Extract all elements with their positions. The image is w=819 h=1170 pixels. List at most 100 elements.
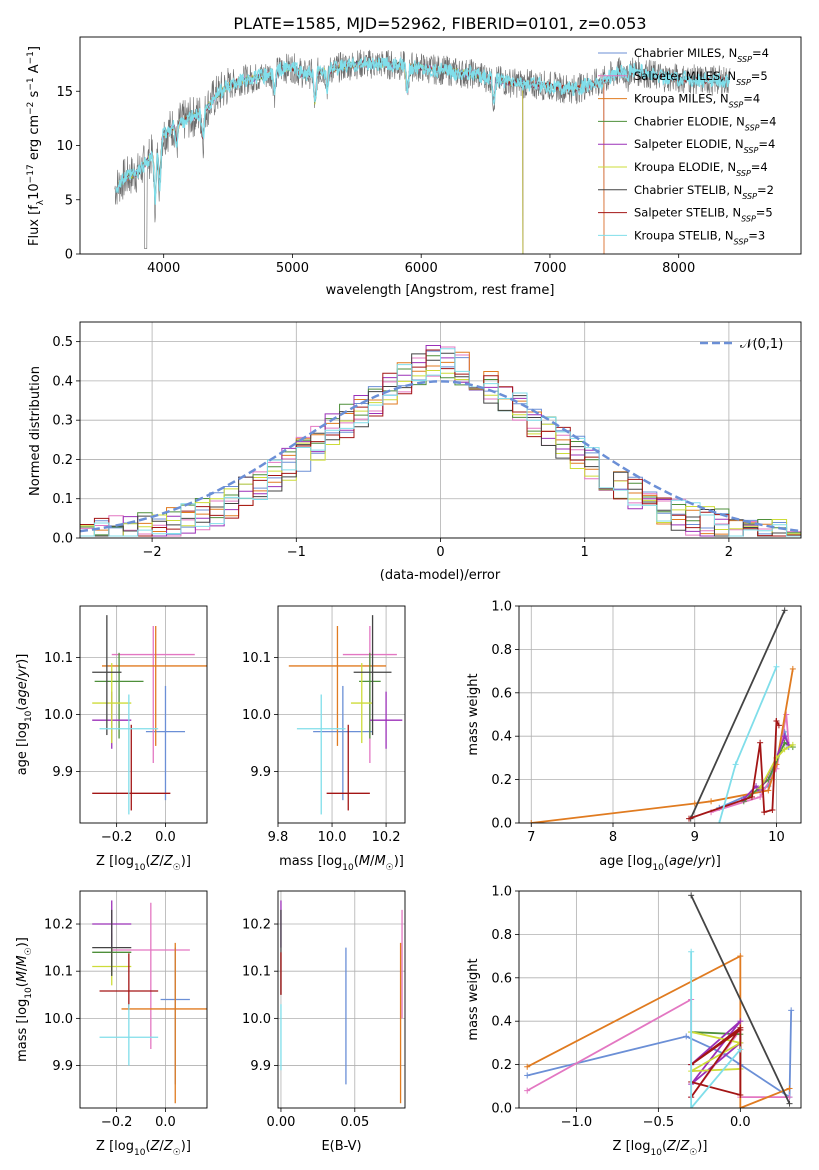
axes-frame [79, 321, 802, 539]
x-tick-label: 8000 [662, 261, 695, 276]
y-tick-label: 10 [56, 139, 73, 154]
model-line-salpeter-elodie [118, 60, 524, 254]
panel-massweight-vs-Z: −1.0 −0.5 0.0 0.0 0.2 0.4 0.6 0.8 1.0 Z [log10(Z/… [466, 885, 802, 1158]
x-tick-label: −1 [287, 545, 306, 560]
x-tick-label: 10.0 [318, 830, 347, 845]
axes-frame [79, 36, 802, 255]
legend-entry: Kroupa STELIB, NSSP=3 [634, 228, 765, 246]
legend-entry: Kroupa MILES, NSSP=4 [634, 92, 760, 110]
legend-entry: Chabrier MILES, NSSP=4 [634, 46, 769, 64]
model-line-kroupa-elodie [118, 60, 524, 254]
y-tick-label: 10.2 [242, 918, 271, 933]
y-axis-label: Normed distribution [28, 366, 43, 496]
model-line-chabrier-miles [118, 60, 605, 254]
y-tick-label: 0.3 [52, 414, 73, 429]
x-tick-label: 0 [436, 545, 444, 560]
x-axis-label: age [log10(age/yr)] [599, 854, 721, 873]
x-tick-label: 1 [581, 545, 589, 560]
axes-frame [277, 890, 406, 1109]
x-tick-label: 7 [527, 830, 535, 845]
series-line [718, 728, 790, 809]
y-tick-label: 5 [65, 193, 73, 208]
x-tick-label: 10 [768, 830, 785, 845]
x-axis-label: wavelength [Angstrom, rest frame] [326, 283, 555, 298]
axes-frame [277, 605, 406, 824]
x-tick-label: −1.0 [561, 1115, 593, 1130]
plot-area [278, 891, 405, 1108]
series-salpeter-stelib [688, 1024, 744, 1101]
errorbar-chabrier-miles [313, 685, 373, 801]
y-axis-label: mass [log10(M/M☉)] [15, 937, 34, 1062]
y-tick-label: 10.0 [242, 1012, 271, 1027]
legend-entry: Salpeter MILES, NSSP=5 [634, 69, 768, 87]
y-tick-label: 0.4 [491, 1015, 512, 1030]
panel-residual-histogram: −2 −1 0 1 2 0.0 0.1 0.2 0.3 0.4 0.5 𝒩(0,1) (data-mod… [28, 321, 802, 583]
y-tick-label: 9.9 [250, 1059, 271, 1074]
x-axis-label: Z [log10(Z/Z☉)] [96, 1139, 191, 1158]
panel-age-vs-Z: −0.2 0.0 9.9 10.0 10.1 Z [log10(Z/Z☉)] age [lo… [15, 605, 208, 873]
x-tick-label: 0.0 [155, 830, 176, 845]
series-salpeter-elodie [688, 1018, 744, 1088]
errorbar-kroupa-miles [101, 625, 207, 746]
y-tick-label: 9.9 [250, 765, 271, 780]
plot-area [114, 49, 731, 254]
y-tick-label: 0.6 [491, 971, 512, 986]
model-line-kroupa-miles [118, 59, 605, 254]
x-tick-label: 9 [691, 830, 699, 845]
x-axis-label: (data-model)/error [380, 568, 501, 583]
errorbar-chabrier-stelib [353, 615, 392, 736]
y-tick-label: 0.8 [491, 928, 512, 943]
y-tick-label: 10.1 [242, 651, 271, 666]
errorbar-salpeter-miles [111, 625, 195, 764]
legend-entry: Salpeter STELIB, NSSP=5 [634, 206, 773, 224]
errorbar-kroupa-stelib [99, 1004, 159, 1066]
y-tick-label: 1.0 [491, 885, 512, 900]
y-tick-label: 1.0 [491, 600, 512, 615]
x-tick-label: 6000 [405, 261, 438, 276]
panel-age-vs-mass: 9.8 10.0 10.2 9.9 10.0 10.1 mass [log10(M/M☉)] [242, 605, 406, 873]
y-tick-label: 10.2 [44, 918, 73, 933]
x-tick-label: 0.0 [155, 1115, 176, 1130]
series-line [690, 894, 791, 1105]
histogram-salpeter-stelib [80, 349, 801, 537]
panel-spectrum: 4000 5000 6000 7000 8000 0 5 10 15 Chabrier MILES… [26, 36, 802, 298]
legend-entry: Chabrier ELODIE, NSSP=4 [634, 114, 776, 131]
series-line [690, 1026, 742, 1098]
series-line [759, 744, 794, 789]
errorbar-chabrier-elodie [94, 652, 144, 739]
plot-area [80, 606, 207, 823]
axes-frame [79, 605, 208, 824]
y-tick-label: 10.0 [44, 1012, 73, 1027]
series-line [690, 1020, 742, 1085]
x-tick-label: −0.2 [101, 830, 133, 845]
errorbar-chabrier-stelib [92, 615, 122, 736]
y-axis-label: mass weight [466, 958, 481, 1040]
x-tick-label: −2 [143, 545, 162, 560]
axes-frame [518, 890, 802, 1109]
panel-mass-vs-Z: −0.2 0.0 9.9 10.0 10.1 10.2 Z [log10(Z/Z☉)] mas… [15, 890, 208, 1158]
y-tick-label: 0.6 [491, 686, 512, 701]
x-tick-label: −0.2 [101, 1115, 133, 1130]
x-tick-label: 4000 [147, 261, 180, 276]
legend: Chabrier MILES, NSSP=4 Salpeter MILES, NS… [598, 46, 776, 246]
y-tick-label: 10.1 [44, 965, 73, 980]
errorbar-kroupa-stelib [296, 694, 346, 815]
plot-area [519, 891, 801, 1108]
errorbar-kroupa-miles [288, 625, 387, 746]
x-tick-label: 2 [725, 545, 733, 560]
series-line [689, 609, 786, 820]
series-line [690, 1031, 743, 1073]
y-tick-label: 0.2 [491, 1058, 512, 1073]
panel-massweight-vs-age: 7 8 9 10 0.0 0.2 0.4 0.6 0.8 1.0 age [log10(age/yr… [466, 600, 802, 873]
x-axis-label: Z [log10(Z/Z☉)] [96, 854, 191, 873]
errorbar-salpeter-stelib [326, 724, 370, 811]
series-chabrier-stelib [688, 892, 793, 1107]
y-tick-label: 9.9 [52, 765, 73, 780]
series-salpeter-stelib [686, 717, 782, 822]
y-axis-label: mass weight [466, 673, 481, 755]
panel-mass-vs-EBV: 0.00 0.05 9.9 10.0 10.1 10.2 E(B-V) [242, 890, 406, 1154]
y-tick-label: 0.1 [52, 492, 73, 507]
y-tick-label: 10.1 [242, 965, 271, 980]
x-tick-label: 0.0 [730, 1115, 751, 1130]
